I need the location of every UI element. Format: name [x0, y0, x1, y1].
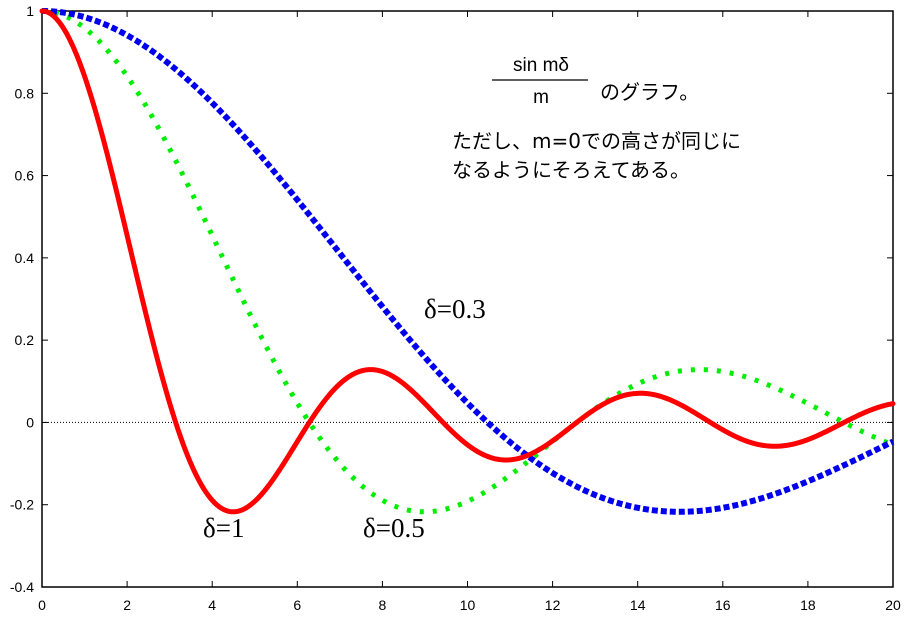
series-line-delta-1: [39, 8, 896, 515]
x-tick-label: 16: [715, 597, 731, 613]
y-tick-labels: -0.4 -0.2 0 0.2 0.4 0.6 0.8 1: [10, 3, 34, 595]
y-tick-label: 0.6: [15, 168, 35, 184]
y-tick-label: 0.8: [15, 85, 35, 101]
note-line-2: なるようにそろえてある。: [452, 158, 690, 182]
fraction-denominator: m: [533, 87, 549, 108]
x-tick-labels: 0 2 4 6 8 10 12 14 16 18 20: [38, 597, 901, 613]
x-tick-label: 18: [800, 597, 816, 613]
fraction-numerator: sin mδ: [513, 55, 569, 76]
graph-caption: のグラフ。: [600, 80, 699, 104]
y-tick-label: 0.4: [15, 250, 35, 266]
x-tick-label: 20: [885, 597, 901, 613]
x-tick-label: 14: [630, 597, 646, 613]
series-group: [39, 8, 896, 515]
y-tick-label: -0.4: [10, 579, 34, 595]
note-line-1: ただし、m=0での高さが同じに: [452, 129, 741, 153]
x-tick-label: 6: [293, 597, 301, 613]
x-tick-label: 2: [123, 597, 131, 613]
y-tick-label: 0: [26, 414, 34, 430]
series-label-delta-1: δ=1: [203, 513, 244, 543]
series-line-delta-0-3: [40, 8, 895, 515]
x-tick-label: 10: [460, 597, 476, 613]
x-tick-label: 12: [545, 597, 561, 613]
y-tick-label: -0.2: [10, 497, 34, 513]
x-tick-label: 4: [208, 597, 216, 613]
x-tick-label: 8: [379, 597, 387, 613]
y-tick-label: 0.2: [15, 332, 35, 348]
y-tick-label: 1: [26, 3, 34, 19]
series-label-delta-0-3: δ=0.3: [424, 294, 486, 324]
series-label-delta-0-5: δ=0.5: [363, 513, 425, 543]
x-tick-label: 0: [38, 597, 46, 613]
series-line-delta-0-5: [40, 8, 895, 515]
